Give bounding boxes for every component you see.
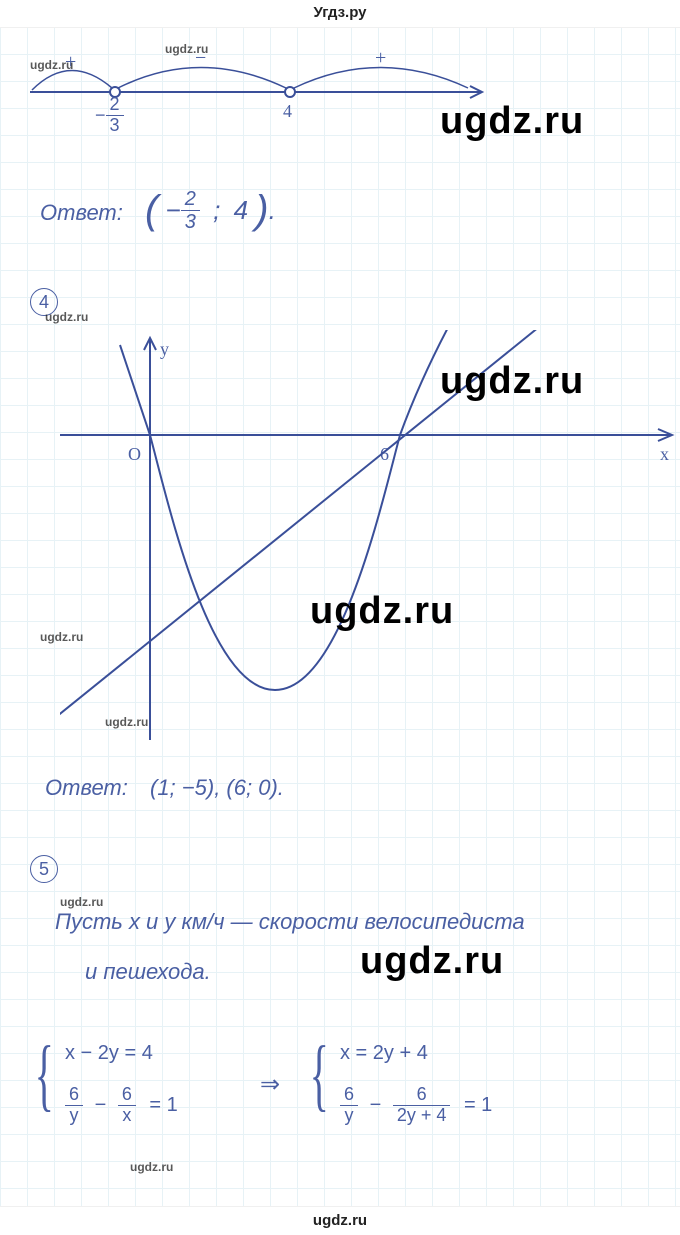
- watermark: ugdz.ru: [165, 42, 208, 56]
- x-axis-label: x: [660, 444, 669, 464]
- eq: = 1: [464, 1094, 492, 1116]
- watermark-large: ugdz.ru: [440, 100, 584, 143]
- answer-3-value: ( −23 ; 4 ).: [145, 188, 276, 233]
- neg: −: [166, 195, 181, 225]
- watermark-large: ugdz.ru: [440, 360, 584, 403]
- brace-left: {: [35, 1035, 54, 1115]
- watermark: ugdz.ru: [60, 895, 103, 909]
- f2d: 2y + 4: [393, 1106, 451, 1126]
- sys-right-eq1: x = 2y + 4: [340, 1042, 428, 1065]
- watermark: ugdz.ru: [30, 58, 73, 72]
- f2n: 6: [393, 1085, 451, 1106]
- f2d: x: [118, 1106, 136, 1126]
- watermark: ugdz.ru: [105, 715, 148, 729]
- watermark-large: ugdz.ru: [310, 590, 454, 633]
- f1n: 6: [340, 1085, 358, 1106]
- nl-label-neg-2-3: −23: [95, 95, 124, 136]
- neg-sign: −: [95, 105, 106, 125]
- page-content: Угдз.ру ugdz.ru ugdz.ru ugdz.ru ugdz.ru …: [0, 0, 680, 1234]
- sign-plus: +: [375, 47, 386, 69]
- frac-den: 3: [106, 116, 124, 136]
- val2: 4: [234, 195, 248, 225]
- watermark-large: ugdz.ru: [360, 940, 504, 983]
- brace-right: {: [310, 1035, 329, 1115]
- frac-den: 3: [181, 211, 200, 233]
- f1d: y: [65, 1106, 83, 1126]
- implies-arrow: ⇒: [260, 1070, 280, 1099]
- eq: = 1: [149, 1094, 177, 1116]
- origin-label: O: [128, 444, 141, 464]
- sys-left-eq1: x − 2y = 4: [65, 1042, 153, 1065]
- nl-label-4: 4: [283, 101, 292, 121]
- f2n: 6: [118, 1085, 136, 1106]
- watermark: ugdz.ru: [45, 310, 88, 324]
- y-axis-label: y: [160, 339, 169, 359]
- problem-5-text2: и пешехода.: [85, 955, 211, 988]
- footer-site: ugdz.ru: [313, 1212, 367, 1229]
- f1d: y: [340, 1106, 358, 1126]
- minus: −: [370, 1094, 382, 1116]
- sys-left-eq2: 6y − 6x = 1: [65, 1085, 178, 1126]
- problem-5-text1: Пусть x и y км/ч — скорости велосипедист…: [55, 905, 655, 938]
- sep: ;: [213, 195, 220, 225]
- f1n: 6: [65, 1085, 83, 1106]
- answer-4-value: (1; −5), (6; 0).: [150, 775, 284, 801]
- answer-3-label: Ответ:: [40, 200, 123, 226]
- coordinate-graph: y x O 6: [60, 330, 680, 750]
- frac-num: 2: [181, 188, 200, 211]
- minus: −: [95, 1094, 107, 1116]
- header-site: Угдз.ру: [313, 4, 366, 21]
- watermark: ugdz.ru: [130, 1160, 173, 1174]
- frac-num: 2: [106, 95, 124, 116]
- watermark: ugdz.ru: [40, 630, 83, 644]
- problem-5-number: 5: [30, 855, 58, 883]
- sys-right-eq2: 6y − 62y + 4 = 1: [340, 1085, 492, 1126]
- answer-4-label: Ответ:: [45, 775, 128, 801]
- page-header: Угдз.ру: [0, 0, 680, 28]
- page-footer: ugdz.ru: [0, 1206, 680, 1234]
